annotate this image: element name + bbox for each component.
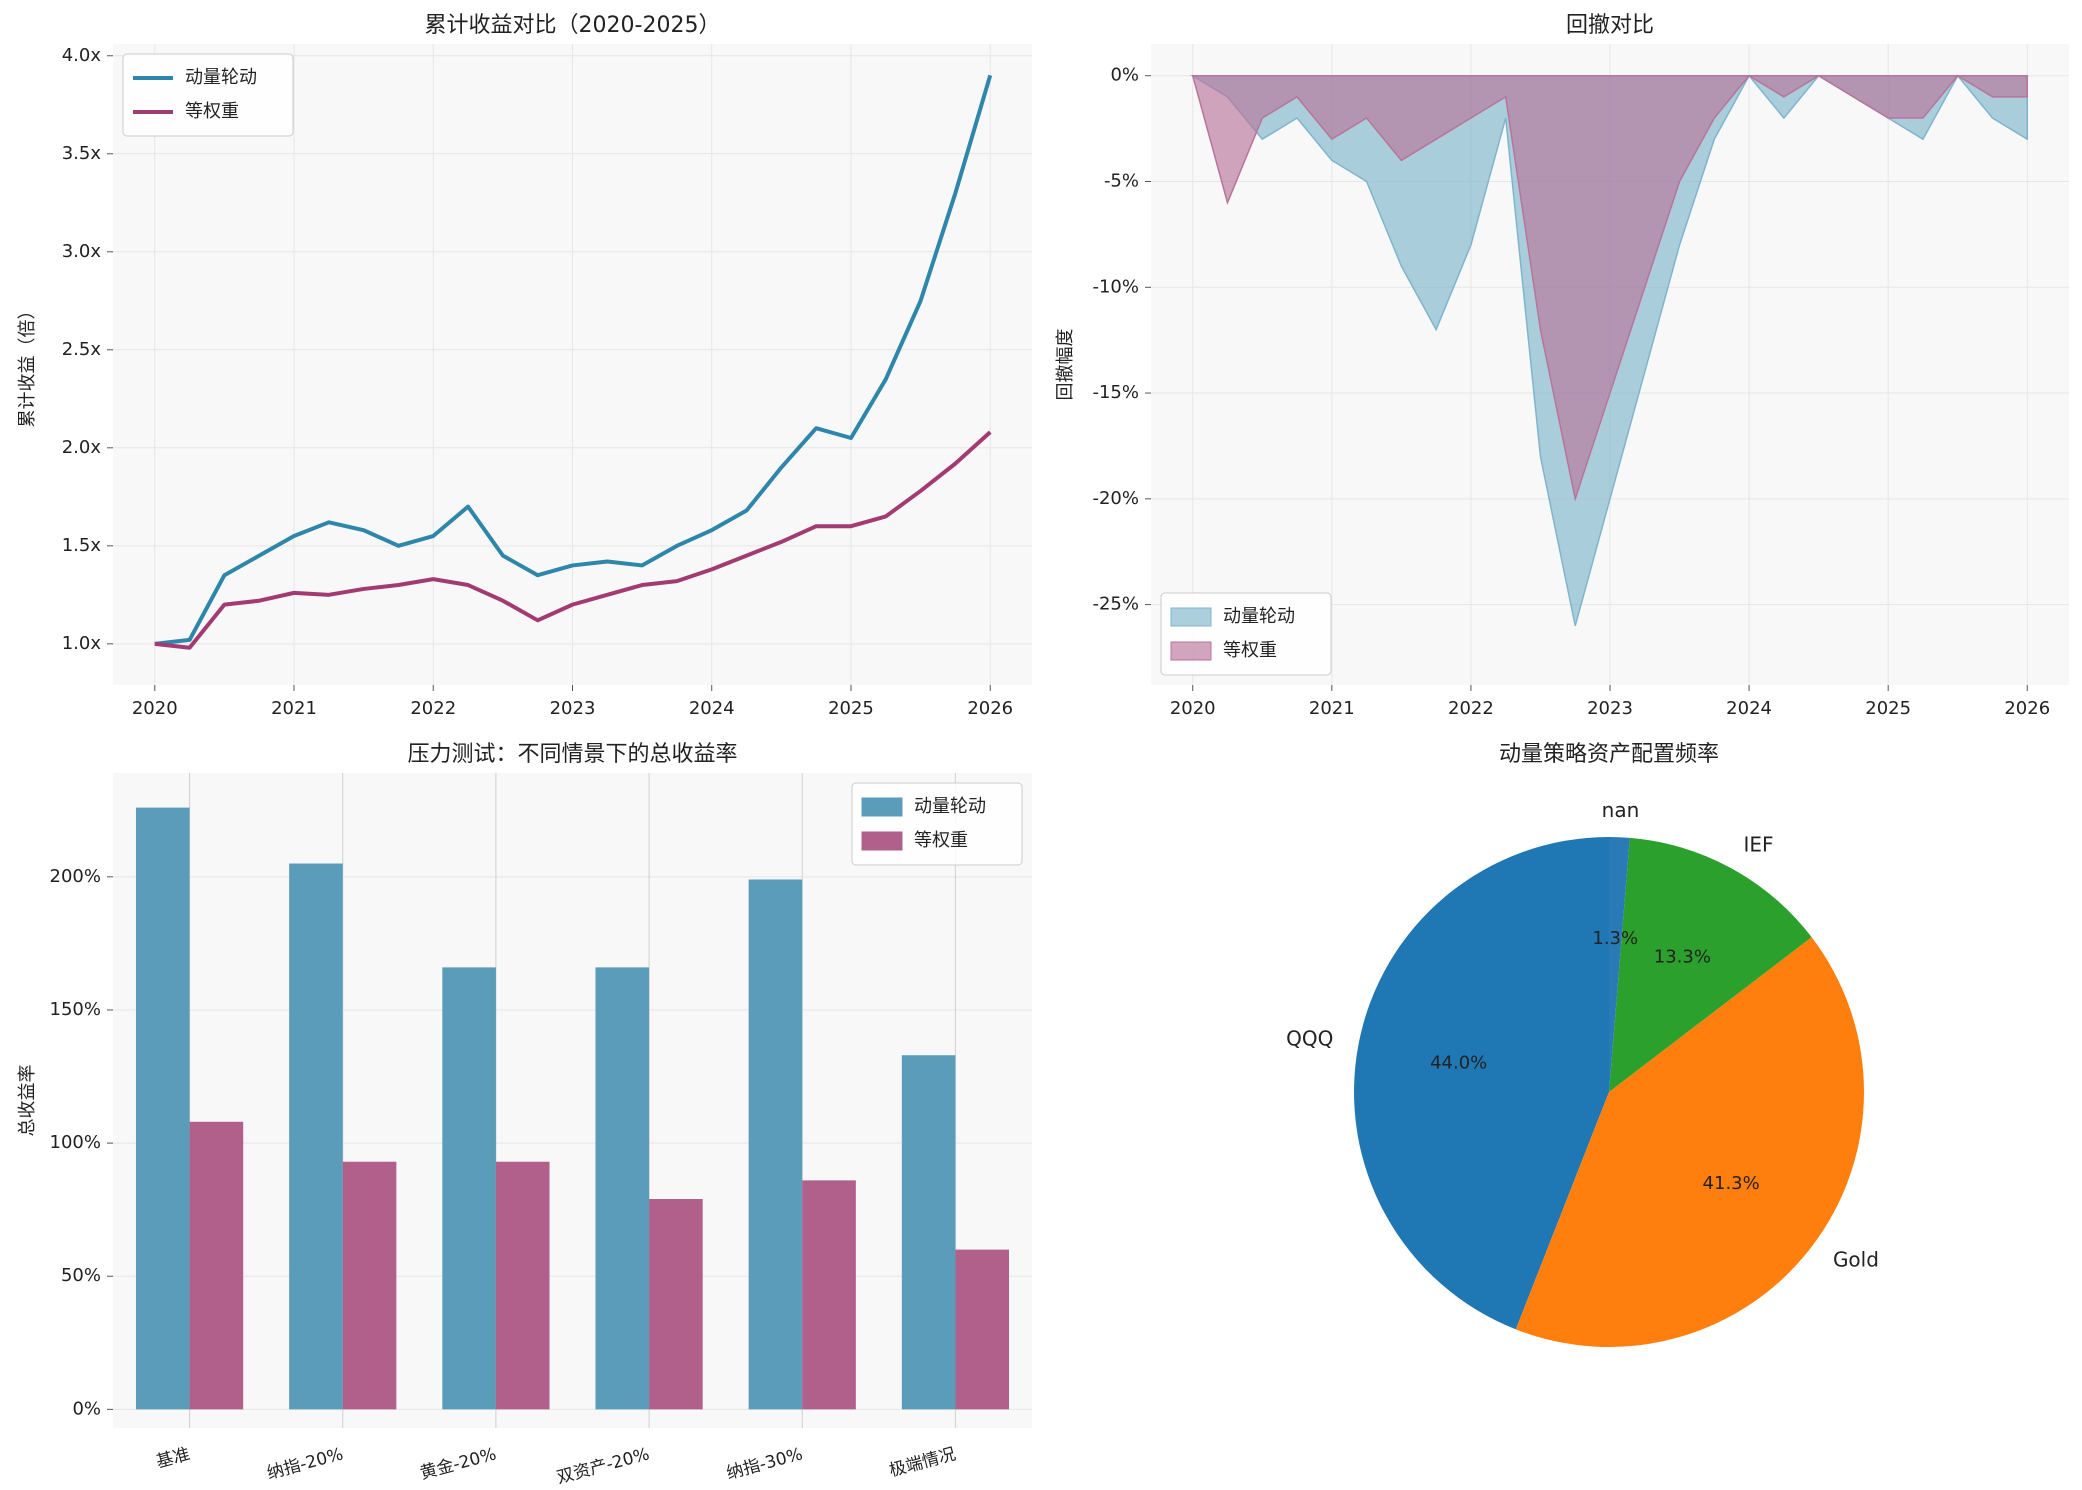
legend-label: 等权重 — [914, 830, 968, 851]
bar — [748, 879, 803, 1410]
drawdown-area — [1191, 74, 2029, 502]
legend-swatch — [1170, 641, 1212, 661]
chart-title: 动量策略资产配置频率 — [1499, 742, 1719, 767]
x-tick-label: 黄金-20% — [418, 1444, 498, 1483]
y-axis-label: 累计收益（倍） — [17, 302, 38, 428]
y-tick-label: -20% — [1092, 488, 1139, 509]
slice-label: IEF — [1743, 832, 1773, 856]
y-tick-label: 0% — [72, 1398, 101, 1419]
series-line — [154, 74, 993, 646]
x-tick-label: 2025 — [828, 698, 874, 719]
y-tick-label: -5% — [1104, 171, 1139, 192]
x-tick-label: 2021 — [1309, 698, 1355, 719]
x-tick-label: 双资产-20% — [555, 1444, 652, 1486]
x-tick-label: 2021 — [271, 698, 317, 719]
slice-label: Gold — [1833, 1247, 1879, 1271]
bar — [442, 967, 496, 1410]
bar — [495, 1161, 550, 1410]
legend-label: 等权重 — [1223, 640, 1277, 661]
y-tick-label: -25% — [1092, 594, 1139, 615]
bar — [189, 1121, 244, 1410]
bar — [649, 1199, 703, 1410]
legend-label: 等权重 — [185, 101, 239, 122]
pie-slice — [1609, 837, 1630, 1092]
slice-value: 41.3% — [1703, 1173, 1760, 1194]
x-tick-label: 极端情况 — [887, 1444, 958, 1481]
series-line — [154, 430, 992, 650]
slice-label: nan — [1602, 798, 1640, 822]
slice-value: 13.3% — [1654, 947, 1711, 968]
legend-label: 动量轮动 — [1223, 606, 1295, 627]
legend-label: 动量轮动 — [914, 796, 986, 817]
legend-swatch — [861, 831, 903, 851]
chart-title: 回撤对比 — [1566, 13, 1654, 38]
slice-value: 1.3% — [1592, 928, 1638, 949]
bar — [802, 1180, 856, 1410]
x-tick-label: 纳指-20% — [265, 1444, 345, 1483]
x-tick-label: 2024 — [1726, 698, 1772, 719]
x-tick-label: 2020 — [1170, 698, 1216, 719]
legend-swatch — [1170, 607, 1212, 627]
x-tick-label: 2023 — [1587, 698, 1633, 719]
y-tick-label: 100% — [50, 1132, 101, 1153]
legend-box — [122, 53, 294, 137]
y-tick-label: -10% — [1092, 276, 1139, 297]
x-tick-label: 2026 — [967, 698, 1013, 719]
bar — [901, 1055, 956, 1410]
x-tick-label: 2025 — [1865, 698, 1911, 719]
y-tick-label: 2.5x — [62, 339, 102, 360]
x-tick-label: 基准 — [154, 1444, 192, 1472]
y-tick-label: 1.5x — [62, 535, 102, 556]
y-tick-label: 50% — [61, 1265, 101, 1286]
x-tick-label: 2022 — [410, 698, 456, 719]
pie-slice — [1609, 837, 1812, 1092]
legend-label: 动量轮动 — [185, 67, 257, 88]
y-tick-label: 0% — [1110, 65, 1139, 86]
y-tick-label: 200% — [50, 866, 101, 887]
slice-value: 44.0% — [1430, 1053, 1487, 1074]
y-tick-label: 2.0x — [62, 437, 102, 458]
x-tick-label: 2024 — [689, 698, 735, 719]
y-tick-label: 1.0x — [62, 633, 102, 654]
y-tick-label: 4.0x — [62, 45, 102, 66]
pie-slice — [1515, 937, 1865, 1348]
bar — [955, 1249, 1010, 1410]
x-tick-label: 2022 — [1448, 698, 1494, 719]
bar — [342, 1161, 397, 1410]
legend-swatch — [861, 797, 903, 817]
bar — [135, 807, 190, 1410]
pie-slice — [1353, 837, 1609, 1330]
y-axis-label: 回撤幅度 — [1055, 329, 1076, 401]
plot-area — [113, 773, 1032, 1428]
x-tick-label: 2026 — [2004, 698, 2050, 719]
y-axis-label: 总收益率 — [17, 1065, 38, 1137]
bar — [595, 967, 650, 1410]
chart-title: 累计收益对比（2020-2025） — [425, 13, 721, 38]
chart-title: 压力测试：不同情景下的总收益率 — [407, 742, 737, 767]
y-tick-label: 3.0x — [62, 241, 102, 262]
x-tick-label: 2023 — [550, 698, 596, 719]
slice-label: QQQ — [1286, 1026, 1333, 1050]
y-tick-label: 150% — [50, 999, 101, 1020]
x-tick-label: 纳指-30% — [724, 1444, 804, 1483]
bar — [289, 863, 343, 1410]
y-tick-label: 3.5x — [62, 143, 102, 164]
y-tick-label: -15% — [1092, 382, 1139, 403]
x-tick-label: 2020 — [132, 698, 178, 719]
